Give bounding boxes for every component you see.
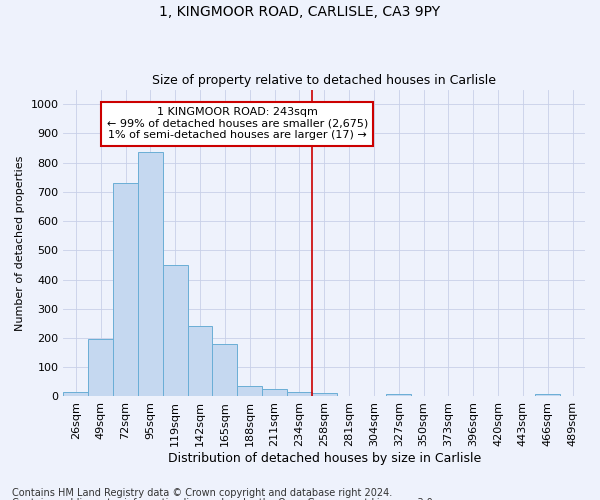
Bar: [287, 392, 312, 396]
Title: Size of property relative to detached houses in Carlisle: Size of property relative to detached ho…: [152, 74, 496, 87]
Text: Contains HM Land Registry data © Crown copyright and database right 2024.: Contains HM Land Registry data © Crown c…: [12, 488, 392, 498]
X-axis label: Distribution of detached houses by size in Carlisle: Distribution of detached houses by size …: [167, 452, 481, 465]
Bar: [188, 326, 212, 396]
Text: 1, KINGMOOR ROAD, CARLISLE, CA3 9PY: 1, KINGMOOR ROAD, CARLISLE, CA3 9PY: [160, 5, 440, 19]
Bar: [237, 386, 262, 396]
Bar: [64, 392, 88, 396]
Bar: [88, 339, 113, 396]
Text: 1 KINGMOOR ROAD: 243sqm
← 99% of detached houses are smaller (2,675)
1% of semi-: 1 KINGMOOR ROAD: 243sqm ← 99% of detache…: [107, 107, 368, 140]
Bar: [312, 392, 337, 396]
Y-axis label: Number of detached properties: Number of detached properties: [15, 156, 25, 330]
Bar: [386, 394, 411, 396]
Text: Contains public sector information licensed under the Open Government Licence v3: Contains public sector information licen…: [12, 498, 436, 500]
Bar: [212, 344, 237, 397]
Bar: [535, 394, 560, 396]
Bar: [163, 265, 188, 396]
Bar: [262, 389, 287, 396]
Bar: [138, 152, 163, 396]
Bar: [113, 182, 138, 396]
